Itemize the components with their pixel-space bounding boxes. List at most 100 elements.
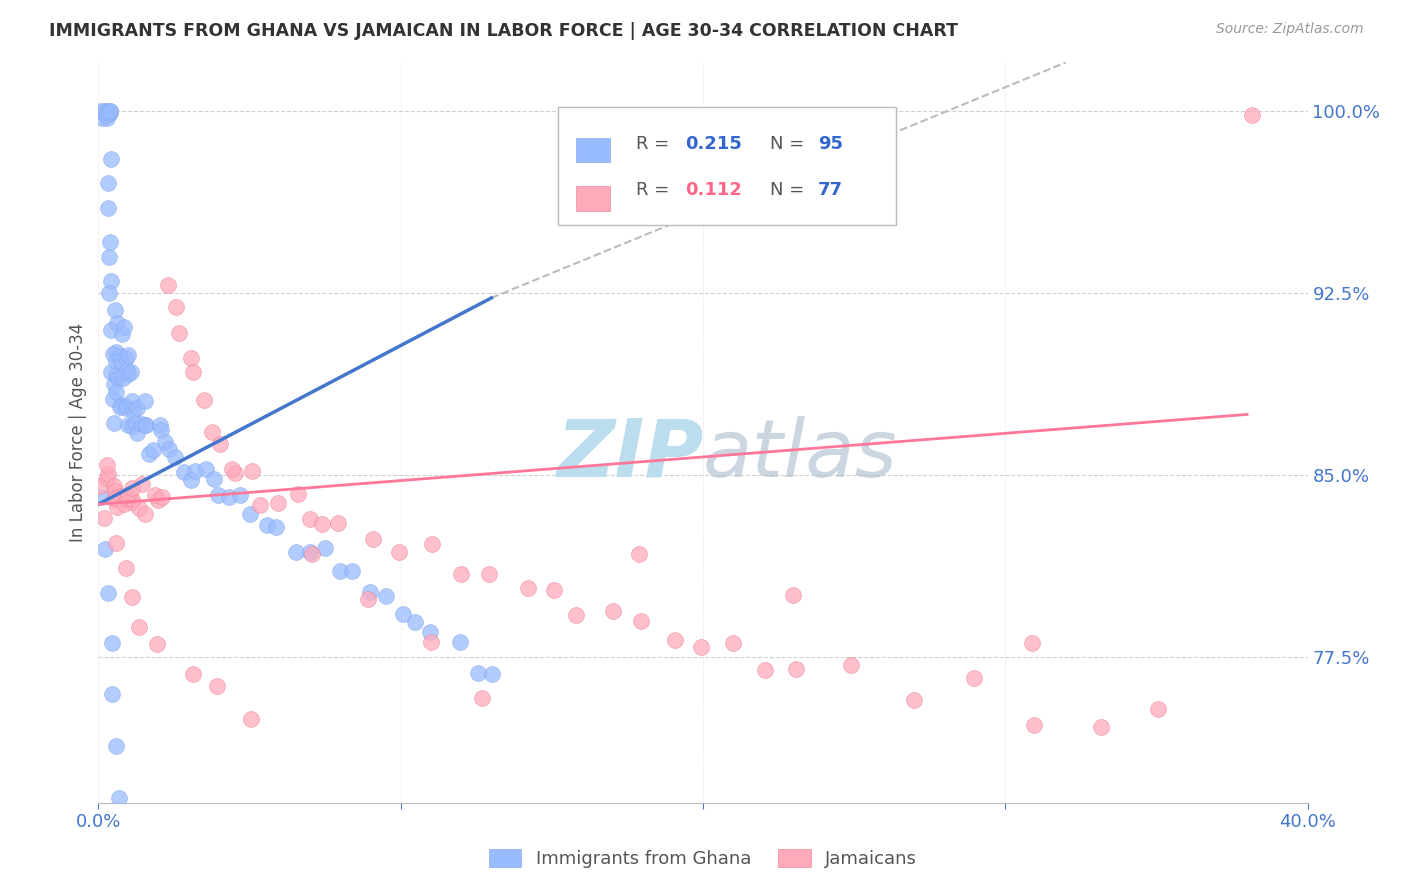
- Point: [153, 434, 176, 449]
- Point: [165, 300, 187, 314]
- Point: [115, 560, 138, 574]
- Text: Source: ZipAtlas.com: Source: ZipAtlas.com: [1216, 22, 1364, 37]
- Point: [450, 566, 472, 581]
- Point: [96, 458, 118, 472]
- Point: [565, 607, 588, 622]
- Point: [125, 425, 148, 440]
- Point: [543, 583, 565, 598]
- Point: [150, 491, 173, 505]
- Point: [628, 547, 651, 561]
- Point: [97, 104, 120, 119]
- Point: [98, 235, 121, 249]
- Point: [299, 545, 322, 559]
- Point: [240, 463, 263, 477]
- Point: [180, 351, 202, 365]
- Point: [94, 541, 117, 556]
- Text: 95: 95: [818, 135, 842, 153]
- Point: [105, 368, 128, 383]
- Point: [98, 106, 121, 120]
- Point: [121, 418, 143, 433]
- Point: [96, 103, 118, 118]
- Point: [104, 345, 127, 359]
- Point: [287, 487, 309, 501]
- Point: [264, 520, 287, 534]
- Point: [103, 376, 125, 391]
- Point: [301, 547, 323, 561]
- Point: [110, 354, 132, 368]
- Point: [962, 671, 984, 685]
- Point: [517, 582, 540, 596]
- Point: [311, 516, 333, 531]
- Point: [96, 108, 118, 122]
- Point: [90, 103, 112, 118]
- Point: [326, 516, 349, 530]
- Point: [115, 363, 138, 377]
- Point: [256, 517, 278, 532]
- Point: [131, 417, 153, 431]
- Point: [98, 103, 121, 118]
- Point: [97, 176, 120, 190]
- Point: [131, 476, 153, 491]
- Point: [124, 416, 146, 430]
- Point: [90, 490, 112, 504]
- Point: [104, 353, 127, 368]
- Point: [387, 545, 409, 559]
- Point: [105, 536, 128, 550]
- Point: [103, 492, 125, 507]
- Point: [299, 512, 322, 526]
- Y-axis label: In Labor Force | Age 30-34: In Labor Force | Age 30-34: [69, 323, 87, 542]
- Point: [1022, 718, 1045, 732]
- Point: [134, 507, 156, 521]
- Point: [103, 416, 125, 430]
- Point: [93, 511, 115, 525]
- Point: [193, 392, 215, 407]
- Point: [267, 496, 290, 510]
- Point: [105, 500, 128, 514]
- Point: [89, 478, 111, 492]
- Point: [108, 489, 131, 503]
- Point: [150, 423, 173, 437]
- Point: [105, 739, 128, 754]
- Point: [342, 564, 364, 578]
- Point: [689, 640, 711, 655]
- Point: [108, 350, 131, 364]
- Point: [122, 403, 145, 417]
- Point: [664, 633, 686, 648]
- Text: R =: R =: [637, 181, 675, 199]
- Point: [108, 401, 131, 415]
- Point: [375, 590, 398, 604]
- Text: N =: N =: [769, 135, 810, 153]
- Point: [98, 103, 121, 118]
- Point: [97, 202, 120, 216]
- Point: [94, 103, 117, 118]
- Text: ZIP: ZIP: [555, 416, 703, 494]
- Point: [112, 497, 135, 511]
- Point: [1146, 702, 1168, 716]
- Text: 0.112: 0.112: [685, 181, 742, 199]
- Point: [207, 488, 229, 502]
- Point: [156, 278, 179, 293]
- Point: [100, 274, 122, 288]
- Point: [134, 418, 156, 433]
- Text: IMMIGRANTS FROM GHANA VS JAMAICAN IN LABOR FORCE | AGE 30-34 CORRELATION CHART: IMMIGRANTS FROM GHANA VS JAMAICAN IN LAB…: [49, 22, 959, 40]
- Point: [180, 473, 202, 487]
- Point: [110, 398, 132, 412]
- Point: [107, 370, 129, 384]
- Point: [420, 537, 443, 551]
- Point: [208, 437, 231, 451]
- Point: [1241, 108, 1264, 122]
- Point: [142, 442, 165, 457]
- Point: [785, 662, 807, 676]
- Point: [329, 564, 352, 578]
- Point: [630, 614, 652, 628]
- Point: [98, 286, 121, 301]
- Point: [101, 687, 124, 701]
- Point: [108, 791, 131, 805]
- Point: [357, 591, 380, 606]
- Point: [93, 105, 115, 120]
- Point: [128, 501, 150, 516]
- Point: [120, 365, 142, 379]
- Point: [478, 566, 501, 581]
- Point: [100, 152, 122, 166]
- Point: [91, 111, 114, 125]
